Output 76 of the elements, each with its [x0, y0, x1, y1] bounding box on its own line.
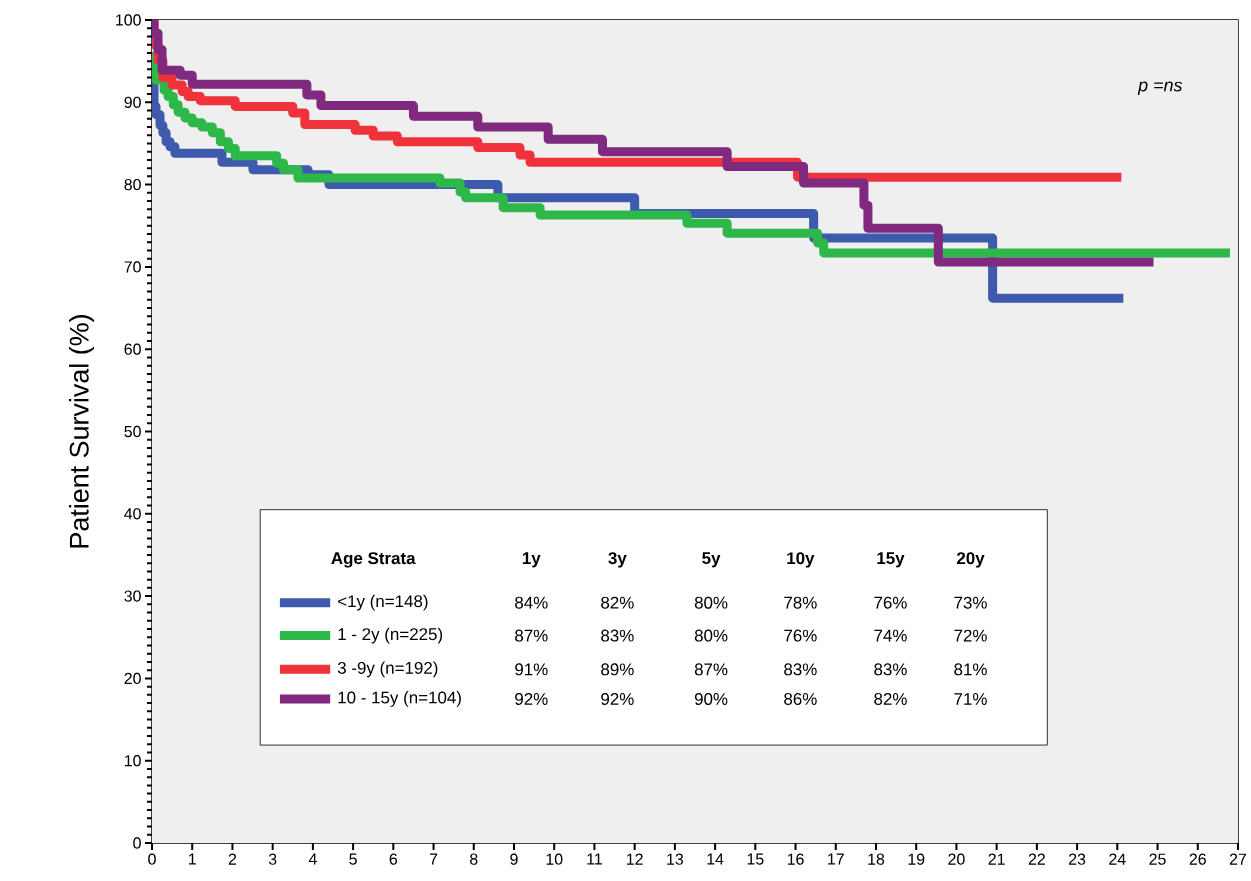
annotation: 83%	[784, 663, 817, 676]
annotation: 82%	[601, 596, 634, 609]
annotation: 20y	[956, 552, 985, 568]
y-tick-label: 90	[124, 96, 141, 108]
x-tick-label: 20	[948, 853, 965, 865]
x-tick-label: 22	[1028, 853, 1045, 865]
x-tick-label: 17	[828, 853, 844, 865]
x-tick-label: 4	[308, 853, 317, 865]
x-tick-label: 16	[787, 853, 804, 865]
y-tick-label: 10	[124, 755, 141, 767]
annotation: 92%	[515, 692, 548, 705]
x-tick-label: 11	[587, 853, 602, 865]
legend-label: <1y (n=148)	[338, 594, 428, 611]
x-tick-label: 5	[349, 853, 357, 865]
annotation: 10y	[787, 552, 815, 568]
annotation: 3y	[608, 552, 627, 568]
x-tick-label: 19	[908, 853, 925, 865]
x-tick-label: 10	[546, 853, 563, 865]
x-tick-label: 26	[1189, 853, 1206, 865]
x-tick-label: 0	[148, 853, 156, 865]
annotation: 1y	[522, 552, 541, 568]
x-tick-label: 23	[1069, 853, 1086, 865]
x-tick-label: 13	[667, 853, 684, 865]
x-tick-label: 25	[1149, 853, 1166, 865]
annotation: 73%	[954, 596, 987, 609]
legend-label: 1 - 2y (n=225)	[338, 627, 443, 644]
annotation: 83%	[874, 663, 907, 676]
annotation: 81%	[954, 663, 987, 676]
legend-label: 10 - 15y (n=104)	[338, 691, 461, 707]
annotation: 80%	[694, 596, 728, 609]
annotation: 72%	[954, 629, 987, 642]
x-tick-label: 9	[510, 853, 518, 865]
y-axis-title: Patient Survival (%)	[68, 315, 95, 548]
x-tick-label: 8	[470, 853, 478, 865]
annotation: 87%	[515, 629, 548, 642]
x-tick-label: 18	[868, 853, 885, 865]
annotation: 80%	[694, 629, 728, 642]
annotation: 89%	[601, 663, 634, 676]
x-tick-label: 15	[747, 853, 764, 865]
x-tick-label: 1	[189, 853, 196, 865]
annotation: 76%	[784, 629, 817, 642]
annotation: 91%	[515, 663, 548, 676]
x-tick-label: 7	[429, 853, 438, 865]
x-tick-label: 3	[268, 853, 277, 865]
y-tick-label: 40	[124, 508, 141, 520]
annotation: 74%	[874, 629, 907, 642]
annotation: 78%	[784, 596, 817, 609]
legend-title: Age Strata	[331, 552, 416, 568]
y-tick-label: 50	[124, 425, 141, 438]
annotation: 71%	[954, 693, 987, 705]
y-tick-label: 30	[124, 590, 141, 602]
x-tick-label: 6	[389, 853, 398, 865]
x-tick-label: 2	[228, 853, 237, 865]
annotation: 92%	[601, 692, 634, 705]
x-tick-label: 21	[988, 853, 1005, 865]
legend-label: 3 -9y (n=192)	[337, 661, 438, 678]
annotation: 86%	[784, 692, 817, 705]
y-tick-label: 20	[124, 672, 141, 685]
x-tick-label: 27	[1229, 853, 1247, 865]
annotation: 90%	[694, 692, 728, 705]
annotation: 15y	[877, 552, 905, 568]
annotation: 5y	[702, 552, 721, 568]
y-tick-label: 80	[124, 178, 141, 191]
annotation: 76%	[874, 596, 907, 609]
x-tick-label: 24	[1109, 853, 1126, 865]
annotation: 87%	[694, 663, 728, 676]
y-tick-label: 100	[116, 14, 141, 26]
annotation: 84%	[515, 596, 548, 609]
y-tick-label: 0	[133, 837, 141, 849]
y-tick-label: 70	[124, 261, 141, 273]
annotation: p =ns	[1137, 81, 1183, 95]
annotation: 83%	[601, 629, 634, 642]
annotation: 82%	[874, 692, 907, 705]
y-tick-label: 60	[124, 343, 141, 355]
x-tick-label: 14	[707, 853, 724, 865]
x-tick-label: 12	[627, 853, 643, 865]
